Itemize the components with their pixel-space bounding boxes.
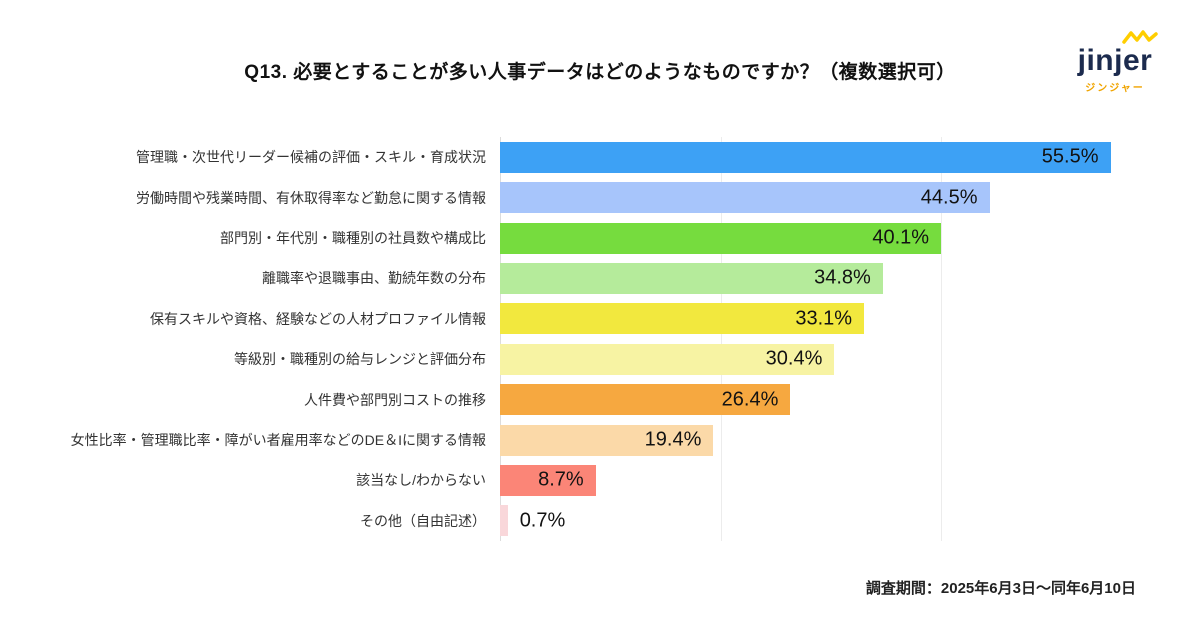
- bar: [500, 384, 791, 416]
- bar-row: 管理職・次世代リーダー候補の評価・スキル・育成状況 55.5%: [0, 137, 1200, 177]
- bar: [500, 141, 1111, 173]
- bar-track: 55.5%: [500, 141, 1160, 173]
- survey-period-label: 調査期間：2025年6月3日〜同年6月10日: [865, 580, 1136, 597]
- jinjer-logo: jinjer ジンジャー: [1060, 30, 1170, 94]
- value-label: 19.4%: [644, 428, 702, 451]
- bar-track: 0.7%: [500, 505, 1160, 537]
- bar: [500, 343, 835, 375]
- category-label: 部門別・年代別・職種別の社員数や構成比: [220, 230, 486, 247]
- bar-row: 離職率や退職事由、勤続年数の分布 34.8%: [0, 258, 1200, 298]
- bar: [500, 262, 883, 294]
- bar-row: 人件費や部門別コストの推移 26.4%: [0, 379, 1200, 419]
- category-label: 保有スキルや資格、経験などの人材プロファイル情報: [150, 310, 486, 327]
- bar: [500, 464, 596, 496]
- bar-row: 部門別・年代別・職種別の社員数や構成比 40.1%: [0, 218, 1200, 258]
- bar-track: 19.4%: [500, 424, 1160, 456]
- bar-row: 該当なし/わからない 8.7%: [0, 460, 1200, 500]
- hr-data-bar-chart: 管理職・次世代リーダー候補の評価・スキル・育成状況 55.5% 労働時間や残業時間、…: [0, 137, 1200, 541]
- category-label: 該当なし/わからない: [356, 472, 486, 489]
- bar-track: 26.4%: [500, 384, 1160, 416]
- category-label: 労働時間や残業時間、有休取得率など勤怠に関する情報: [136, 189, 486, 206]
- grid-layer: [500, 137, 1161, 541]
- bar: [500, 222, 942, 254]
- bar-row: その他（自由記述） 0.7%: [0, 501, 1200, 541]
- bar-row: 等級別・職種別の給与レンジと評価分布 30.4%: [0, 339, 1200, 379]
- jinjer-zigzag-icon: [1122, 30, 1158, 44]
- bar-row: 保有スキルや資格、経験などの人材プロファイル情報 33.1%: [0, 299, 1200, 339]
- category-label: 離職率や退職事由、勤続年数の分布: [262, 270, 486, 287]
- bar-track: 30.4%: [500, 343, 1160, 375]
- gridline: [721, 137, 722, 541]
- bar-row: 労働時間や残業時間、有休取得率など勤怠に関する情報 44.5%: [0, 177, 1200, 217]
- value-label: 34.8%: [814, 266, 871, 289]
- value-label: 40.1%: [872, 226, 930, 249]
- value-label: 55.5%: [1041, 145, 1099, 168]
- category-label: 管理職・次世代リーダー候補の評価・スキル・育成状況: [136, 149, 486, 166]
- bar-row: 女性比率・管理職比率・障がい者雇用率などのDE＆Iに関する情報 19.4%: [0, 420, 1200, 460]
- bar-track: 8.7%: [500, 464, 1160, 496]
- gridline: [941, 137, 942, 541]
- page-title: Q13. 必要とすることが多い人事データはどのようなものですか？（複数選択可）: [244, 62, 956, 83]
- bar: [500, 182, 990, 214]
- bar-rows: 管理職・次世代リーダー候補の評価・スキル・育成状況 55.5% 労働時間や残業時間、…: [0, 137, 1200, 541]
- value-label: 0.7%: [519, 509, 566, 532]
- jinjer-wordmark: jinjer: [1077, 44, 1153, 77]
- value-label: 8.7%: [538, 468, 584, 491]
- value-label: 26.4%: [721, 388, 779, 411]
- bar-track: 34.8%: [500, 262, 1160, 294]
- bar-track: 44.5%: [500, 182, 1160, 214]
- category-label: その他（自由記述）: [360, 512, 486, 529]
- bar: [500, 424, 714, 456]
- category-label: 人件費や部門別コストの推移: [304, 391, 486, 408]
- bar-track: 33.1%: [500, 303, 1160, 335]
- bar: [500, 303, 865, 335]
- category-label: 等級別・職種別の給与レンジと評価分布: [234, 351, 486, 368]
- jinjer-wordmark-katakana: ジンジャー: [1085, 83, 1145, 94]
- category-label: 女性比率・管理職比率・障がい者雇用率などのDE＆Iに関する情報: [70, 432, 486, 449]
- value-label: 44.5%: [920, 186, 978, 209]
- value-label: 30.4%: [765, 347, 823, 370]
- bar-track: 40.1%: [500, 222, 1160, 254]
- bar: [500, 505, 508, 537]
- value-label: 33.1%: [795, 307, 853, 330]
